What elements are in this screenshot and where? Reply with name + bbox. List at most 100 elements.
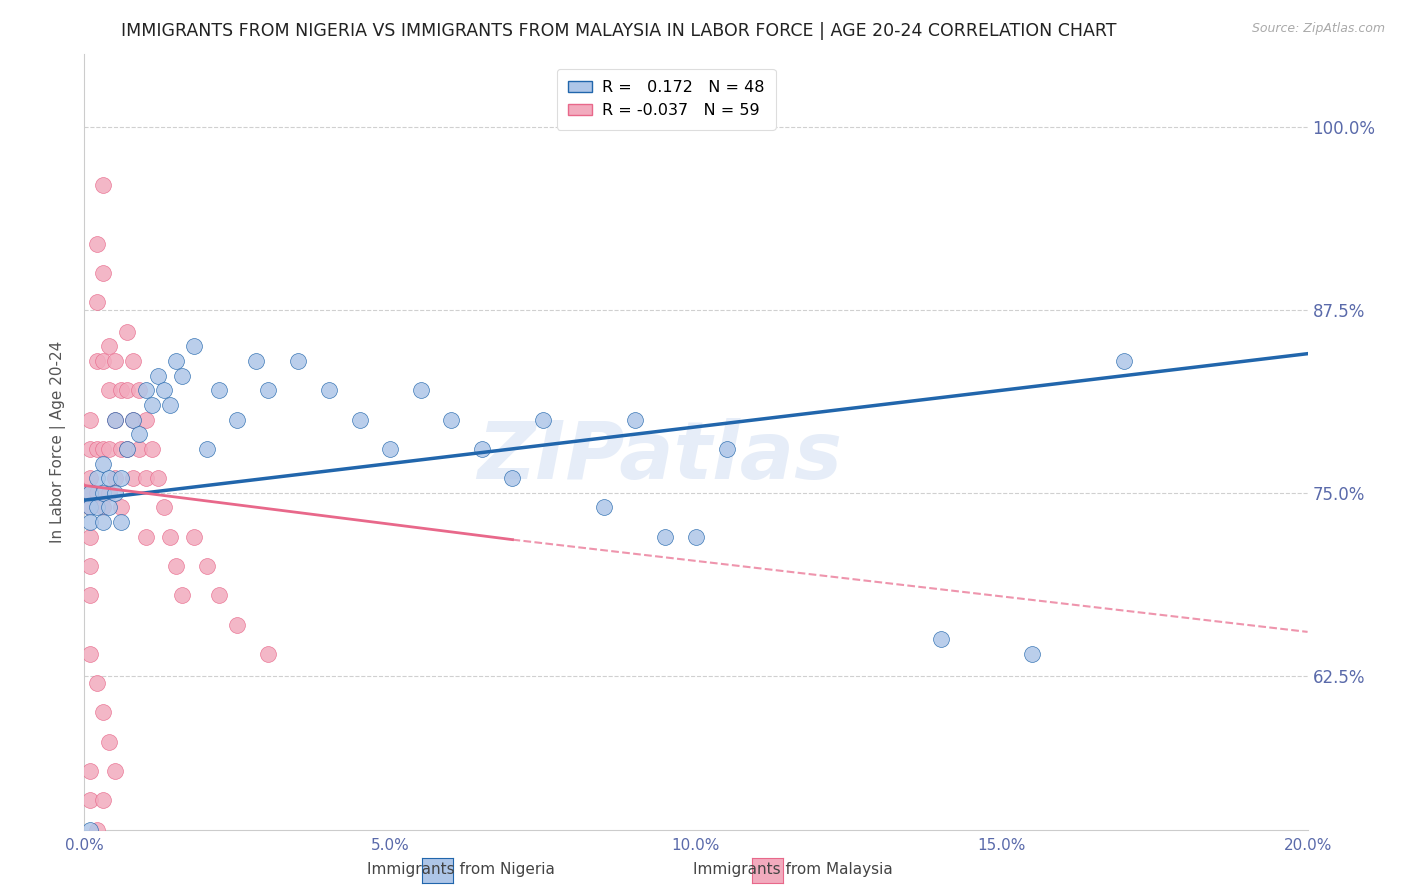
Point [208, 588, 231, 602]
Point [86, 500, 108, 515]
Point [153, 384, 176, 398]
Point [115, 384, 138, 398]
Point [115, 442, 138, 456]
Point [146, 368, 169, 383]
Point [97, 471, 120, 485]
Point [79, 500, 101, 515]
Point [79, 515, 101, 529]
Point [104, 354, 127, 368]
Point [122, 471, 145, 485]
Point [685, 530, 707, 544]
Point [135, 384, 157, 398]
Point [86, 236, 108, 251]
Point [110, 471, 132, 485]
Point [502, 471, 524, 485]
Point [79, 588, 101, 602]
Point [91, 793, 114, 807]
Point [172, 368, 194, 383]
Point [115, 442, 138, 456]
Point [110, 500, 132, 515]
Point [128, 384, 150, 398]
Point [86, 354, 108, 368]
Point [141, 398, 163, 412]
Point [79, 500, 101, 515]
Point [79, 647, 101, 661]
Point [929, 632, 952, 647]
Point [183, 530, 205, 544]
Point [1114, 354, 1136, 368]
Point [86, 442, 108, 456]
Point [153, 500, 176, 515]
Point [91, 500, 114, 515]
Point [318, 384, 340, 398]
Point [91, 457, 114, 471]
Point [86, 485, 108, 500]
Point [135, 412, 157, 426]
Point [97, 735, 120, 749]
Point [128, 442, 150, 456]
Point [409, 384, 432, 398]
Point [104, 412, 127, 426]
Text: ZIPatlas: ZIPatlas [477, 418, 842, 496]
Point [172, 588, 194, 602]
Point [104, 412, 127, 426]
Point [91, 442, 114, 456]
Point [226, 412, 249, 426]
Point [122, 412, 145, 426]
Legend: R =   0.172   N = 48, R = -0.037   N = 59: R = 0.172 N = 48, R = -0.037 N = 59 [557, 70, 776, 129]
Point [97, 500, 120, 515]
Point [91, 515, 114, 529]
Point [257, 384, 280, 398]
Point [146, 471, 169, 485]
Point [128, 427, 150, 442]
Point [245, 354, 267, 368]
Point [195, 442, 218, 456]
Point [79, 412, 101, 426]
Point [97, 384, 120, 398]
Point [86, 295, 108, 310]
Point [86, 676, 108, 690]
Point [380, 442, 402, 456]
Point [287, 354, 309, 368]
Point [165, 559, 187, 574]
Point [79, 764, 101, 778]
Point [440, 412, 463, 426]
Point [135, 471, 157, 485]
Point [79, 559, 101, 574]
Point [593, 500, 616, 515]
Point [1021, 647, 1043, 661]
Point [104, 471, 127, 485]
Point [110, 515, 132, 529]
Point [91, 266, 114, 280]
Point [122, 354, 145, 368]
Point [86, 471, 108, 485]
Point [716, 442, 738, 456]
Point [122, 412, 145, 426]
Y-axis label: In Labor Force | Age 20-24: In Labor Force | Age 20-24 [49, 341, 66, 542]
Text: IMMIGRANTS FROM NIGERIA VS IMMIGRANTS FROM MALAYSIA IN LABOR FORCE | AGE 20-24 C: IMMIGRANTS FROM NIGERIA VS IMMIGRANTS FR… [121, 22, 1116, 40]
Point [79, 485, 101, 500]
Point [531, 412, 554, 426]
Point [624, 412, 647, 426]
Point [654, 530, 676, 544]
Point [183, 339, 205, 353]
Point [104, 764, 127, 778]
Point [195, 559, 218, 574]
Point [97, 442, 120, 456]
Point [91, 178, 114, 193]
Point [110, 442, 132, 456]
Point [79, 793, 101, 807]
Point [91, 706, 114, 720]
Point [208, 384, 231, 398]
Text: Immigrants from Malaysia: Immigrants from Malaysia [693, 863, 893, 877]
Point [91, 485, 114, 500]
Text: Immigrants from Nigeria: Immigrants from Nigeria [367, 863, 555, 877]
Point [349, 412, 371, 426]
Text: Source: ZipAtlas.com: Source: ZipAtlas.com [1251, 22, 1385, 36]
Point [165, 354, 187, 368]
Point [104, 485, 127, 500]
Point [97, 339, 120, 353]
Point [79, 822, 101, 837]
Point [110, 384, 132, 398]
Point [91, 354, 114, 368]
